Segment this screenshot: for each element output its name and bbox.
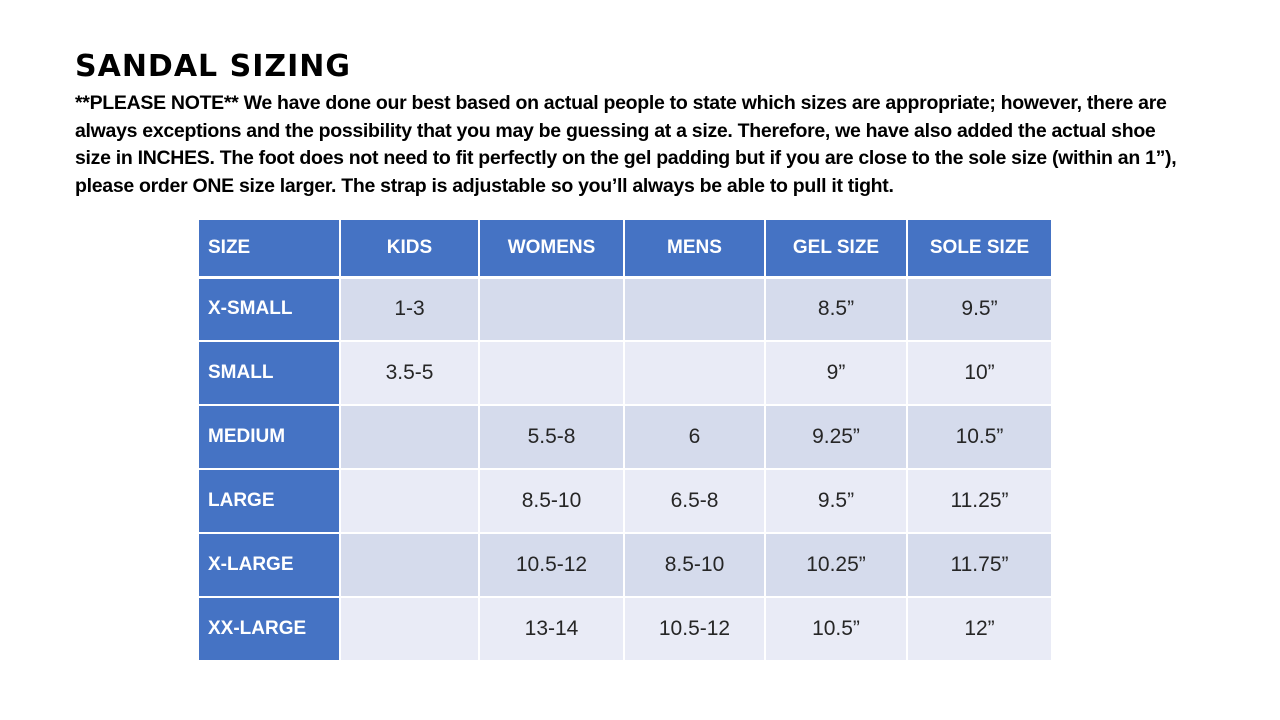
col-header-mens: MENS [623,218,766,279]
cell-gel: 10.5” [764,596,908,662]
table-row: MEDIUM 5.5-8 6 9.25” 10.5” [197,404,1053,470]
page-title: SANDAL SIZING [75,49,352,84]
cell-gel: 9.25” [764,404,908,470]
cell-kids: 1-3 [339,276,480,342]
cell-mens [623,340,766,406]
table-row: LARGE 8.5-10 6.5-8 9.5” 11.25” [197,468,1053,534]
sizing-note: **PLEASE NOTE** We have done our best ba… [75,92,1177,197]
cell-womens [478,340,625,406]
cell-gel: 10.25” [764,532,908,598]
cell-womens: 8.5-10 [478,468,625,534]
cell-mens: 10.5-12 [623,596,766,662]
table-row: X-SMALL 1-3 8.5” 9.5” [197,276,1053,342]
cell-womens: 13-14 [478,596,625,662]
row-label-x-large: X-LARGE [197,532,341,598]
cell-kids: 3.5-5 [339,340,480,406]
table-row: X-LARGE 10.5-12 8.5-10 10.25” 11.75” [197,532,1053,598]
col-header-size: SIZE [197,218,341,279]
cell-womens [478,276,625,342]
table-row: XX-LARGE 13-14 10.5-12 10.5” 12” [197,596,1053,662]
cell-womens: 5.5-8 [478,404,625,470]
cell-sole: 12” [906,596,1053,662]
cell-sole: 9.5” [906,276,1053,342]
cell-mens: 6 [623,404,766,470]
table-row: SMALL 3.5-5 9” 10” [197,340,1053,406]
cell-gel: 8.5” [764,276,908,342]
row-label-large: LARGE [197,468,341,534]
row-label-xx-large: XX-LARGE [197,596,341,662]
row-label-small: SMALL [197,340,341,406]
cell-kids [339,532,480,598]
row-label-x-small: X-SMALL [197,276,341,342]
col-header-sole-size: SOLE SIZE [906,218,1053,279]
col-header-gel-size: GEL SIZE [764,218,908,279]
table-header-row: SIZE KIDS WOMENS MENS GEL SIZE SOLE SIZE [197,218,1053,279]
cell-kids [339,404,480,470]
cell-gel: 9.5” [764,468,908,534]
cell-sole: 10” [906,340,1053,406]
row-label-medium: MEDIUM [197,404,341,470]
cell-kids [339,468,480,534]
cell-mens [623,276,766,342]
cell-sole: 11.75” [906,532,1053,598]
cell-mens: 8.5-10 [623,532,766,598]
sizing-slide: SANDAL SIZING **PLEASE NOTE** We have do… [75,49,1177,662]
cell-sole: 11.25” [906,468,1053,534]
col-header-kids: KIDS [339,218,480,279]
cell-mens: 6.5-8 [623,468,766,534]
cell-gel: 9” [764,340,908,406]
cell-womens: 10.5-12 [478,532,625,598]
sandal-sizing-table: SIZE KIDS WOMENS MENS GEL SIZE SOLE SIZE… [197,218,1053,662]
cell-sole: 10.5” [906,404,1053,470]
cell-kids [339,596,480,662]
col-header-womens: WOMENS [478,218,625,279]
